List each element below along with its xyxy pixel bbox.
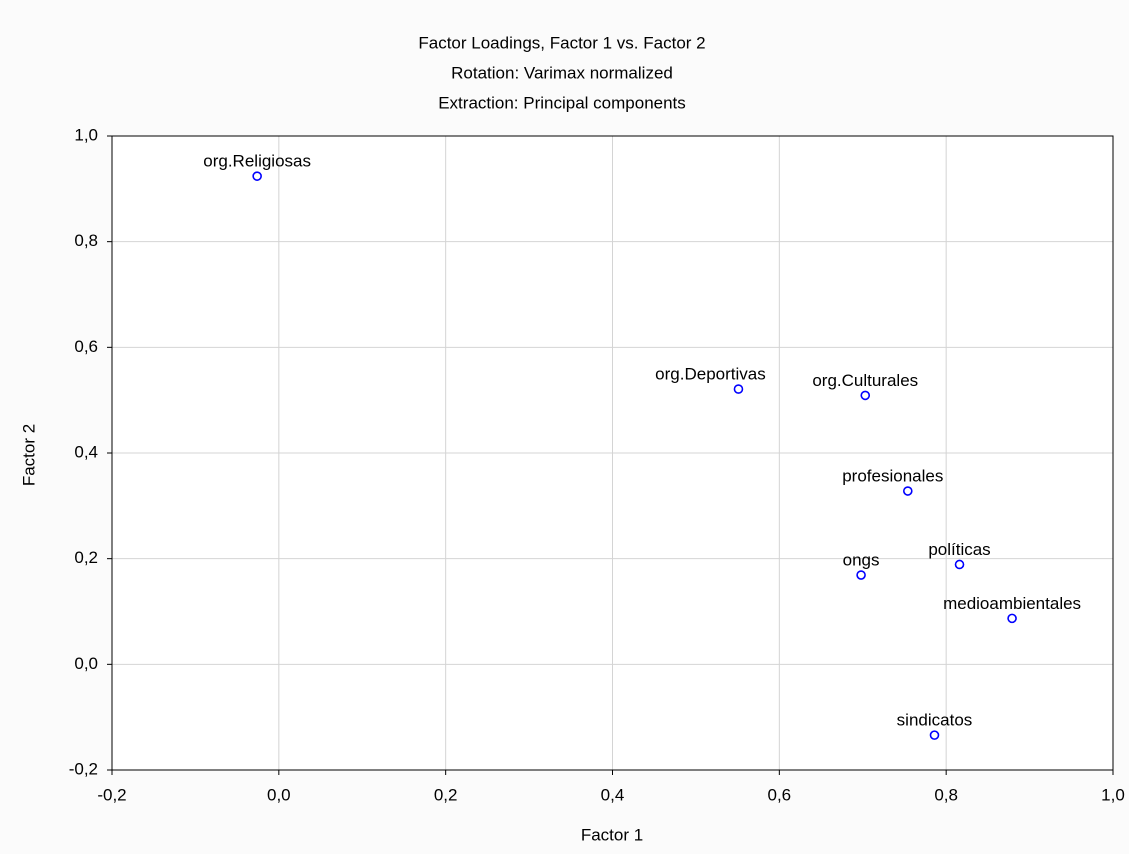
point-label: ongs: [843, 551, 880, 570]
x-tick-label: 0,2: [434, 785, 458, 804]
point: [954, 559, 965, 570]
y-axis-label: Factor 2: [19, 424, 38, 486]
point: [902, 486, 913, 496]
y-tick-label: -0,2: [69, 759, 98, 778]
chart-subtitle: Rotation: Varimax normalized: [451, 63, 673, 82]
chart-subtitle: Extraction: Principal components: [438, 93, 686, 112]
y-tick-label: 0,6: [74, 337, 98, 356]
y-tick-label: 0,0: [74, 654, 98, 673]
point-label: políticas: [928, 540, 990, 559]
y-tick-label: 0,4: [74, 442, 98, 461]
point-label: profesionales: [842, 467, 943, 486]
x-axis-label: Factor 1: [581, 825, 643, 844]
point: [856, 570, 866, 580]
y-tick-label: 0,2: [74, 548, 98, 567]
point: [1007, 613, 1017, 624]
x-tick-label: 0,6: [768, 785, 792, 804]
point-label: org.Culturales: [812, 371, 918, 390]
y-tick-label: 0,8: [74, 231, 98, 250]
point-label: medioambientales: [943, 594, 1081, 613]
point: [860, 390, 871, 401]
x-tick-label: 0,0: [267, 785, 291, 804]
point-label: sindicatos: [897, 711, 973, 730]
chart-title: Factor Loadings, Factor 1 vs. Factor 2: [418, 33, 705, 52]
x-tick-label: 1,0: [1101, 785, 1125, 804]
point: [733, 384, 744, 394]
x-tick-label: 0,4: [601, 785, 625, 804]
point-label: org.Deportivas: [655, 365, 766, 384]
point: [252, 171, 262, 181]
point-label: org.Religiosas: [203, 152, 311, 171]
point: [929, 730, 940, 740]
plot-frame: [111, 135, 1114, 771]
x-tick-label: 0,8: [934, 785, 958, 804]
x-tick-label: -0,2: [97, 785, 126, 804]
y-tick-label: 1,0: [74, 125, 98, 144]
